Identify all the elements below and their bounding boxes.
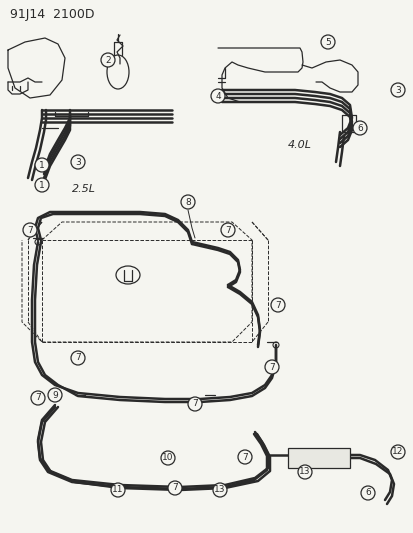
Text: 11: 11 — [112, 486, 123, 495]
Circle shape — [212, 483, 226, 497]
Text: 3: 3 — [75, 157, 81, 166]
Text: 7: 7 — [35, 393, 41, 402]
Text: 7: 7 — [192, 400, 197, 408]
Text: 7: 7 — [275, 301, 280, 310]
Circle shape — [101, 53, 115, 67]
Circle shape — [352, 121, 366, 135]
Text: 1: 1 — [39, 181, 45, 190]
Circle shape — [161, 451, 175, 465]
Text: 1: 1 — [39, 160, 45, 169]
Text: 12: 12 — [392, 448, 403, 456]
Circle shape — [23, 223, 37, 237]
Text: 4: 4 — [215, 92, 220, 101]
Text: 7: 7 — [268, 362, 274, 372]
Circle shape — [111, 483, 125, 497]
Circle shape — [71, 155, 85, 169]
Text: 7: 7 — [75, 353, 81, 362]
Circle shape — [211, 89, 224, 103]
Circle shape — [221, 223, 235, 237]
Text: 6: 6 — [364, 489, 370, 497]
Text: 6: 6 — [356, 124, 362, 133]
Text: 2.5L: 2.5L — [72, 184, 96, 194]
Text: 7: 7 — [172, 483, 178, 492]
Text: 2: 2 — [105, 55, 111, 64]
Text: 7: 7 — [225, 225, 230, 235]
Circle shape — [31, 391, 45, 405]
Text: 5: 5 — [324, 37, 330, 46]
Circle shape — [271, 298, 284, 312]
Text: 7: 7 — [242, 453, 247, 462]
Circle shape — [168, 481, 182, 495]
Text: 8: 8 — [185, 198, 190, 206]
Text: 13: 13 — [299, 467, 310, 477]
Circle shape — [390, 445, 404, 459]
Text: 4.0L: 4.0L — [287, 140, 311, 150]
Circle shape — [237, 450, 252, 464]
Bar — [287, 448, 349, 468]
Text: 91J14  2100D: 91J14 2100D — [10, 8, 94, 21]
Text: 3: 3 — [394, 85, 400, 94]
Circle shape — [264, 360, 278, 374]
Circle shape — [35, 178, 49, 192]
Circle shape — [71, 351, 85, 365]
Circle shape — [35, 158, 49, 172]
Circle shape — [297, 465, 311, 479]
Text: 10: 10 — [162, 454, 173, 463]
Text: 7: 7 — [27, 225, 33, 235]
Circle shape — [188, 397, 202, 411]
Circle shape — [180, 195, 195, 209]
Circle shape — [320, 35, 334, 49]
Text: 13: 13 — [214, 486, 225, 495]
Text: 9: 9 — [52, 391, 58, 400]
Circle shape — [48, 388, 62, 402]
Circle shape — [390, 83, 404, 97]
Circle shape — [360, 486, 374, 500]
